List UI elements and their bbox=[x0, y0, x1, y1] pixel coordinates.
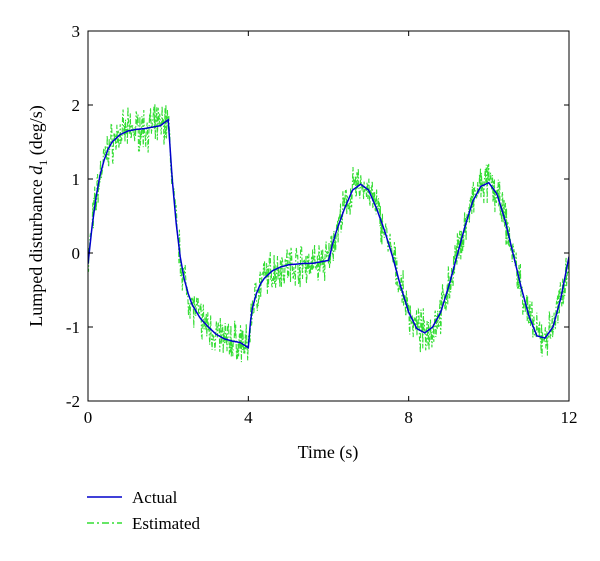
legend-label-actual: Actual bbox=[132, 488, 178, 507]
series-actual-line bbox=[88, 118, 569, 349]
y-axis-label-var: d bbox=[26, 165, 46, 175]
x-tick-label: 8 bbox=[404, 408, 413, 427]
x-tick-label: 12 bbox=[561, 408, 578, 427]
y-tick-label: 3 bbox=[72, 22, 81, 41]
y-tick-label: -2 bbox=[66, 392, 80, 411]
x-axis-label: Time (s) bbox=[298, 442, 359, 463]
y-tick-label: 0 bbox=[72, 244, 81, 263]
y-axis-label-unit: (deg/s) bbox=[26, 105, 47, 159]
x-tick-label: 0 bbox=[84, 408, 93, 427]
legend: Actual Estimated bbox=[87, 488, 200, 533]
y-tick-label: 1 bbox=[72, 170, 81, 189]
y-axis-label: Lumped disturbance d1 (deg/s) bbox=[26, 105, 50, 326]
y-axis-label-main: Lumped disturbance bbox=[26, 175, 46, 327]
y-tick-label: 2 bbox=[72, 96, 81, 115]
y-axis-label-sub: 1 bbox=[36, 160, 50, 166]
y-tick-label: -1 bbox=[66, 318, 80, 337]
legend-label-estimated: Estimated bbox=[132, 514, 200, 533]
x-tick-label: 4 bbox=[244, 408, 253, 427]
plot-frame bbox=[87, 30, 570, 402]
series-estimated-line bbox=[88, 103, 569, 363]
